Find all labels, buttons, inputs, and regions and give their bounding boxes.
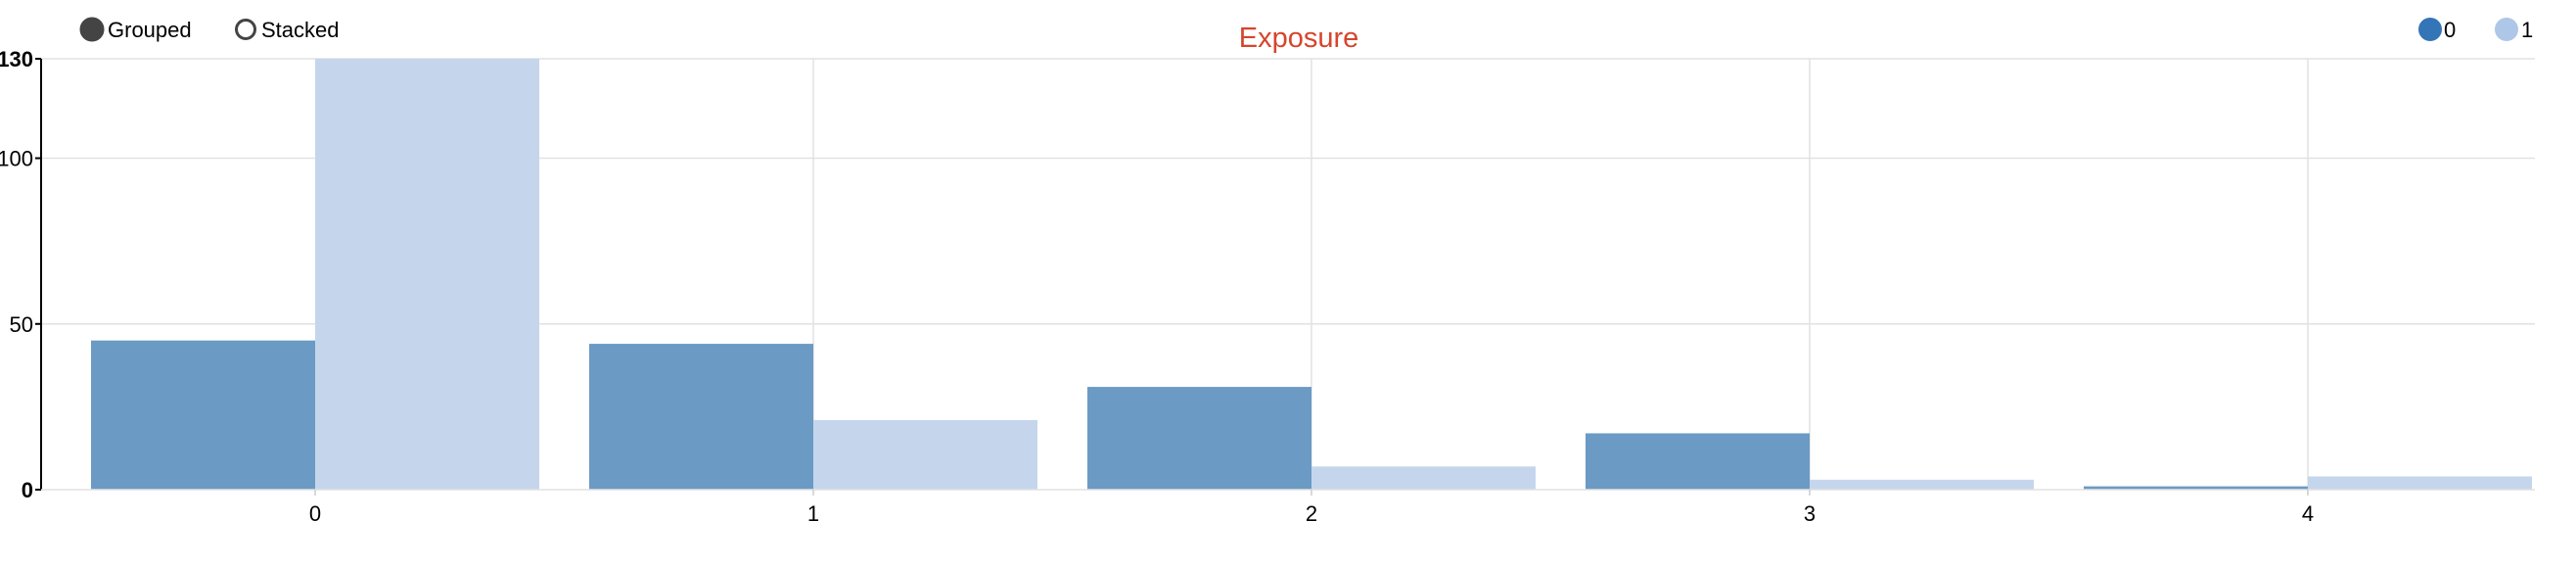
y-tick-label-0: 0 [22, 478, 33, 502]
bar-series-0-cat-1[interactable] [589, 344, 813, 490]
stacked-radio-dot[interactable] [235, 19, 256, 40]
bar-series-1-cat-1[interactable] [813, 419, 1037, 490]
x-tick-label-2: 2 [1306, 501, 1317, 526]
bar-series-0-cat-0[interactable] [91, 340, 315, 490]
y-tick-label-2: 100 [0, 147, 33, 171]
chart-title: Exposure [1239, 23, 1359, 54]
bar-series-1-cat-2[interactable] [1311, 466, 1536, 490]
legend-item-1[interactable]: 1 [2495, 18, 2533, 42]
grouped-label[interactable]: Grouped [108, 18, 192, 42]
legend-label-0[interactable]: 0 [2444, 18, 2456, 42]
bars [91, 59, 2532, 490]
bar-series-0-cat-4[interactable] [2084, 486, 2308, 490]
y-tick-label-3: 130 [0, 47, 33, 71]
grouped-radio-dot[interactable] [79, 17, 105, 42]
x-tick-label-0: 0 [309, 501, 321, 526]
x-tick-label-4: 4 [2302, 501, 2314, 526]
legend-item-0[interactable]: 0 [2418, 18, 2456, 42]
legend-swatch-0[interactable] [2418, 18, 2442, 41]
legend-label-1[interactable]: 1 [2521, 18, 2533, 42]
grouped-radio[interactable]: Grouped [79, 17, 192, 42]
bar-series-0-cat-3[interactable] [1586, 433, 1810, 490]
legend-swatch-1[interactable] [2495, 18, 2518, 41]
stacked-radio[interactable]: Stacked [235, 18, 340, 42]
axes: 0 50 100 130 0 1 2 3 4 [0, 47, 2535, 526]
bar-series-1-cat-0[interactable] [315, 59, 539, 490]
x-tick-label-1: 1 [807, 501, 819, 526]
x-tick-label-3: 3 [1804, 501, 1816, 526]
stacked-label[interactable]: Stacked [261, 18, 340, 42]
bar-series-1-cat-4[interactable] [2308, 476, 2532, 490]
y-tick-label-1: 50 [10, 312, 33, 337]
bar-series-1-cat-3[interactable] [1810, 479, 2034, 490]
bar-series-0-cat-2[interactable] [1087, 387, 1311, 490]
